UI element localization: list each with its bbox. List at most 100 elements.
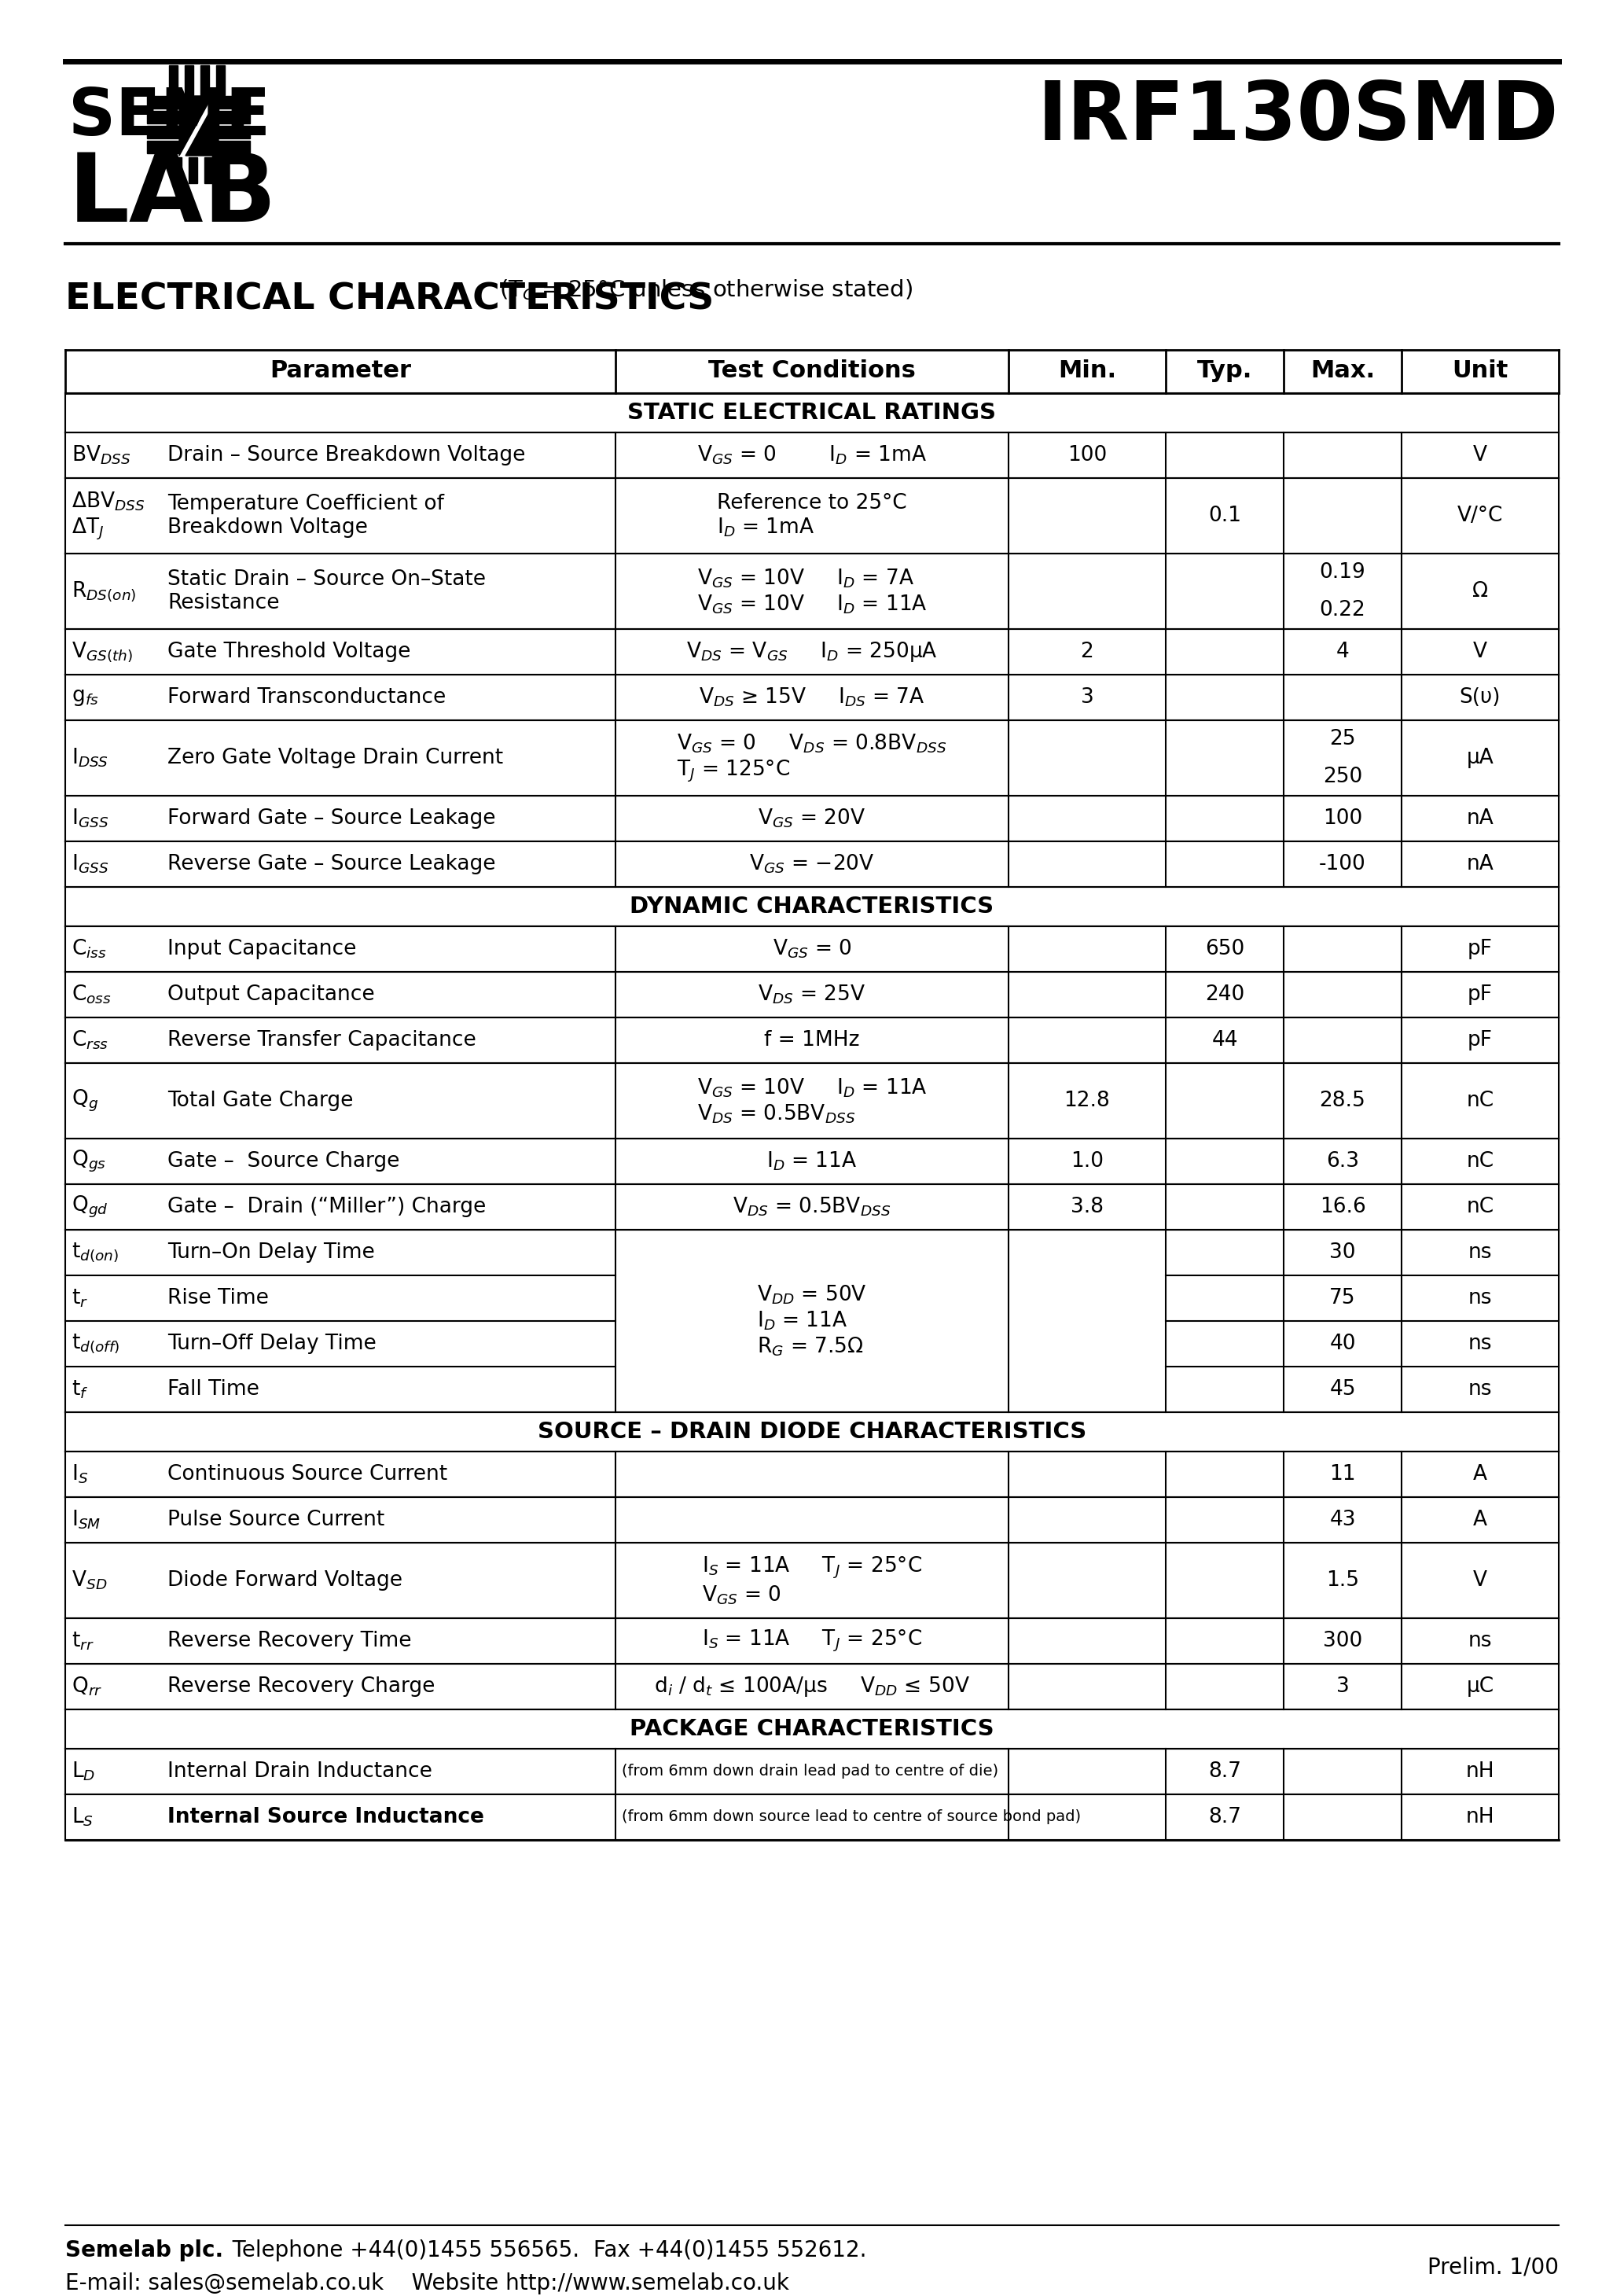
Text: 1.0: 1.0 <box>1070 1150 1104 1171</box>
Text: V: V <box>1473 641 1488 661</box>
Text: V$_{DS}$ = 25V: V$_{DS}$ = 25V <box>758 983 866 1006</box>
Text: Total Gate Charge: Total Gate Charge <box>167 1091 354 1111</box>
Bar <box>219 140 250 154</box>
Text: Input Capacitance: Input Capacitance <box>167 939 356 960</box>
Text: C$_{oss}$: C$_{oss}$ <box>71 983 112 1006</box>
Text: d$_i$ / d$_t$ ≤ 100A/μs     V$_{DD}$ ≤ 50V: d$_i$ / d$_t$ ≤ 100A/μs V$_{DD}$ ≤ 50V <box>654 1674 970 1699</box>
Text: nA: nA <box>1466 808 1494 829</box>
Text: 8.7: 8.7 <box>1208 1807 1241 1828</box>
Text: f = 1MHz: f = 1MHz <box>765 1031 859 1052</box>
Text: V$_{GS}$ = 10V     I$_D$ = 7A
V$_{GS}$ = 10V     I$_D$ = 11A: V$_{GS}$ = 10V I$_D$ = 7A V$_{GS}$ = 10V… <box>697 567 927 615</box>
Text: Diode Forward Voltage: Diode Forward Voltage <box>167 1570 403 1591</box>
Text: Gate –  Source Charge: Gate – Source Charge <box>167 1150 400 1171</box>
Text: V: V <box>1473 445 1488 466</box>
Text: Unit: Unit <box>1452 360 1509 383</box>
Bar <box>219 126 250 138</box>
Text: L$_S$: L$_S$ <box>71 1807 94 1828</box>
Text: V$_{DS}$ = 0.5BV$_{DSS}$: V$_{DS}$ = 0.5BV$_{DSS}$ <box>732 1196 892 1219</box>
Bar <box>148 126 179 138</box>
Text: 100: 100 <box>1067 445 1108 466</box>
Text: nA: nA <box>1466 854 1494 875</box>
Text: Reference to 25°C
I$_D$ = 1mA: Reference to 25°C I$_D$ = 1mA <box>718 494 906 540</box>
Bar <box>148 96 179 108</box>
Text: 650: 650 <box>1205 939 1244 960</box>
Text: 3.8: 3.8 <box>1070 1196 1104 1217</box>
Text: Min.: Min. <box>1057 360 1116 383</box>
Text: 1.5: 1.5 <box>1327 1570 1359 1591</box>
Text: 0.19: 0.19 <box>1319 563 1366 583</box>
Text: Rise Time: Rise Time <box>167 1288 268 1309</box>
Text: V$_{DD}$ = 50V
I$_D$ = 11A
R$_G$ = 7.5Ω: V$_{DD}$ = 50V I$_D$ = 11A R$_G$ = 7.5Ω <box>757 1283 867 1357</box>
Text: 4: 4 <box>1337 641 1350 661</box>
Text: Output Capacitance: Output Capacitance <box>167 985 375 1006</box>
Text: t$_{rr}$: t$_{rr}$ <box>71 1630 94 1651</box>
Text: ns: ns <box>1468 1380 1492 1401</box>
Text: V$_{GS}$ = 0: V$_{GS}$ = 0 <box>773 937 851 960</box>
Text: Q$_{gs}$: Q$_{gs}$ <box>71 1148 106 1173</box>
Text: L$_D$: L$_D$ <box>71 1761 96 1782</box>
Bar <box>200 64 209 94</box>
Text: 8.7: 8.7 <box>1208 1761 1241 1782</box>
Text: SOURCE – DRAIN DIODE CHARACTERISTICS: SOURCE – DRAIN DIODE CHARACTERISTICS <box>538 1421 1086 1442</box>
Text: C$_{iss}$: C$_{iss}$ <box>71 937 107 960</box>
Text: Continuous Source Current: Continuous Source Current <box>167 1465 447 1486</box>
Text: t$_f$: t$_f$ <box>71 1378 88 1401</box>
Text: Parameter: Parameter <box>270 360 411 383</box>
Bar <box>219 110 250 124</box>
Text: I$_{DSS}$: I$_{DSS}$ <box>71 746 109 769</box>
Text: I$_S$: I$_S$ <box>71 1463 88 1486</box>
Text: V$_{GS}$ = 20V: V$_{GS}$ = 20V <box>758 808 866 829</box>
Text: pF: pF <box>1468 1031 1492 1052</box>
Text: 45: 45 <box>1330 1380 1356 1401</box>
Polygon shape <box>179 96 213 156</box>
Text: -100: -100 <box>1319 854 1366 875</box>
Text: 30: 30 <box>1330 1242 1356 1263</box>
Text: ELECTRICAL CHARACTERISTICS: ELECTRICAL CHARACTERISTICS <box>65 282 715 317</box>
Bar <box>216 64 224 94</box>
Text: V$_{SD}$: V$_{SD}$ <box>71 1568 107 1591</box>
Text: S(υ): S(υ) <box>1460 687 1501 707</box>
Text: Q$_g$: Q$_g$ <box>71 1088 99 1114</box>
Bar <box>148 140 179 154</box>
Text: nC: nC <box>1466 1150 1494 1171</box>
Text: 250: 250 <box>1324 767 1363 788</box>
Text: (from 6mm down source lead to centre of source bond pad): (from 6mm down source lead to centre of … <box>622 1809 1082 1825</box>
Text: STATIC ELECTRICAL RATINGS: STATIC ELECTRICAL RATINGS <box>627 402 997 425</box>
Text: V$_{GS}$ = 0        I$_D$ = 1mA: V$_{GS}$ = 0 I$_D$ = 1mA <box>697 443 927 466</box>
Bar <box>148 110 179 124</box>
Text: Q$_{rr}$: Q$_{rr}$ <box>71 1676 102 1697</box>
Text: 0.22: 0.22 <box>1319 599 1366 620</box>
Text: pF: pF <box>1468 985 1492 1006</box>
Text: t$_{d(on)}$: t$_{d(on)}$ <box>71 1242 119 1263</box>
Text: V: V <box>1473 1570 1488 1591</box>
Text: 3: 3 <box>1080 687 1093 707</box>
Text: 3: 3 <box>1337 1676 1350 1697</box>
Text: 240: 240 <box>1205 985 1244 1006</box>
Bar <box>172 156 182 184</box>
Text: Fall Time: Fall Time <box>167 1380 260 1401</box>
Text: 25: 25 <box>1330 728 1356 748</box>
Text: V$_{DS}$ = V$_{GS}$     I$_D$ = 250μA: V$_{DS}$ = V$_{GS}$ I$_D$ = 250μA <box>687 641 937 664</box>
Text: Forward Gate – Source Leakage: Forward Gate – Source Leakage <box>167 808 495 829</box>
Bar <box>205 156 213 184</box>
Text: t$_{d(off)}$: t$_{d(off)}$ <box>71 1332 120 1355</box>
Text: Reverse Transfer Capacitance: Reverse Transfer Capacitance <box>167 1031 476 1052</box>
Text: 0.1: 0.1 <box>1208 505 1241 526</box>
Text: Prelim. 1/00: Prelim. 1/00 <box>1427 2257 1559 2278</box>
Text: I$_S$ = 11A     T$_J$ = 25°C: I$_S$ = 11A T$_J$ = 25°C <box>702 1628 922 1653</box>
Text: Forward Transconductance: Forward Transconductance <box>167 687 447 707</box>
Text: 11: 11 <box>1330 1465 1356 1486</box>
Text: DYNAMIC CHARACTERISTICS: DYNAMIC CHARACTERISTICS <box>630 895 994 918</box>
Text: Typ.: Typ. <box>1197 360 1252 383</box>
Text: Internal Drain Inductance: Internal Drain Inductance <box>167 1761 432 1782</box>
Text: Pulse Source Current: Pulse Source Current <box>167 1511 385 1529</box>
Text: g$_{fs}$: g$_{fs}$ <box>71 687 99 707</box>
Text: Static Drain – Source On–State
Resistance: Static Drain – Source On–State Resistanc… <box>167 569 486 613</box>
Text: ns: ns <box>1468 1630 1492 1651</box>
Text: 44: 44 <box>1212 1031 1237 1052</box>
Text: V$_{DS}$ ≥ 15V     I$_{DS}$ = 7A: V$_{DS}$ ≥ 15V I$_{DS}$ = 7A <box>698 687 926 709</box>
Text: A: A <box>1473 1511 1488 1529</box>
Text: Test Conditions: Test Conditions <box>708 360 916 383</box>
Text: E-mail: sales@semelab.co.uk    Website http://www.semelab.co.uk: E-mail: sales@semelab.co.uk Website http… <box>65 2273 789 2294</box>
Text: V$_{GS}$ = 0     V$_{DS}$ = 0.8BV$_{DSS}$
T$_J$ = 125°C: V$_{GS}$ = 0 V$_{DS}$ = 0.8BV$_{DSS}$ T$… <box>677 732 947 783</box>
